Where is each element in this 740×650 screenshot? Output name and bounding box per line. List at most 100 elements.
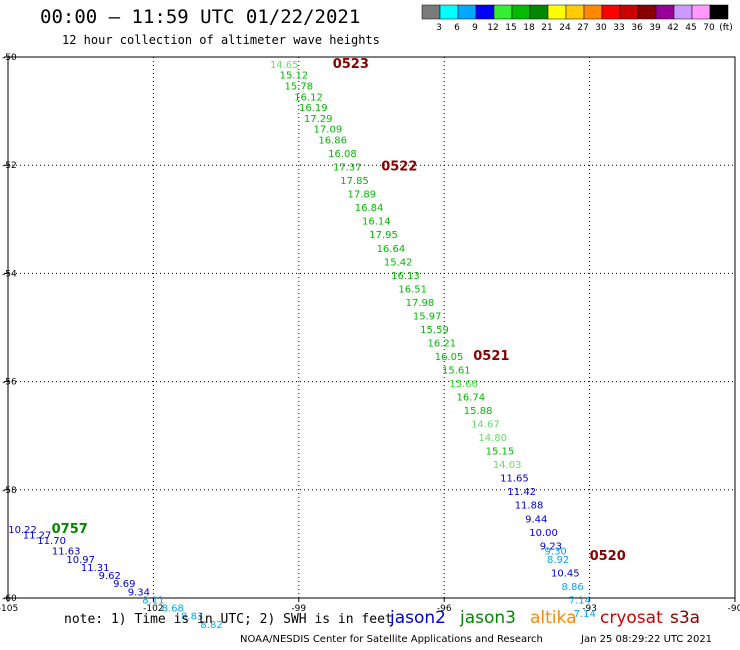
data-point-label: 15.66 [449,379,478,390]
x-tick-label: -102 [143,604,163,614]
data-point-label: 17.85 [340,176,369,187]
data-point-label: 9.34 [128,587,150,598]
data-point-label: 10.45 [551,568,580,579]
colorbar-swatch [511,4,531,20]
data-point-label: 10.00 [529,528,558,539]
data-point-label: 10.97 [66,555,95,566]
time-label: 0522 [381,160,417,175]
y-tick-label: -60 [2,594,17,604]
time-label: 0520 [590,549,626,564]
data-point-label: 14.03 [493,460,522,471]
data-point-label: 17.29 [304,114,333,125]
colorbar-tick-label: 39 [649,23,661,33]
data-point-label: 15.15 [486,447,515,458]
data-point-label: 17.37 [333,163,362,174]
data-point-label: 16.86 [318,136,347,147]
colorbar-tick-label: 12 [487,23,498,33]
data-point-label: 17.09 [314,125,343,136]
data-point-label: 8.68 [162,604,184,615]
colorbar-tick-label: 70 [703,23,715,33]
colorbar-swatch [709,4,729,20]
y-tick-label: -58 [2,486,17,496]
data-point-label: 16.84 [355,203,384,214]
data-point-label: 8.92 [547,555,569,566]
colorbar-swatch [583,4,603,20]
data-point-label: 16.64 [377,244,406,255]
colorbar-swatch [475,4,495,20]
data-point-label: 15.78 [284,81,313,92]
data-point-label: 8.86 [562,582,584,593]
plot-border [7,56,736,599]
colorbar-swatch [691,4,711,20]
data-point-label: 14.67 [471,420,500,431]
data-point-label: 7.14 [569,595,591,606]
data-point-label: 15.12 [280,71,309,82]
data-point-label: 16.74 [457,393,486,404]
colorbar-swatch [529,4,549,20]
x-tick-label: -90 [728,604,740,614]
data-point-label: 16.14 [362,217,391,228]
colorbar-tick-label: 9 [472,23,478,33]
data-point-label: 8.83 [181,612,203,623]
footer-credit: NOAA/NESDIS Center for Satellite Applica… [240,634,543,645]
data-point-label: 8.82 [200,620,222,631]
colorbar-swatch [493,4,513,20]
data-point-label: 15.59 [420,325,449,336]
y-tick-label: -50 [2,53,17,63]
colorbar-swatch [637,4,657,20]
colorbar-tick-label: 30 [595,23,607,33]
data-point-label: 15.97 [413,311,442,322]
data-point-label: 9.30 [545,547,567,558]
colorbar-tick-label: 24 [559,23,571,33]
x-tick-label: -99 [291,604,306,614]
data-point-label: 9.62 [99,571,121,582]
data-point-label: 17.98 [406,298,435,309]
colorbar-tick-label: 36 [631,23,643,33]
time-label: 0521 [473,349,509,364]
colorbar-swatch [673,4,693,20]
data-point-label: 11.31 [81,563,110,574]
satellite-label-altika: altika [530,608,577,628]
colorbar-swatch [421,4,441,20]
satellite-label-jason2: jason2 [390,608,446,628]
data-point-label: 17.89 [347,190,376,201]
data-point-label: 15.61 [442,365,471,376]
colorbar-tick-label: 6 [454,23,460,33]
data-point-label: 16.05 [435,352,464,363]
footer-credit-date: Jan 25 08:29:22 UTC 2021 [581,634,713,645]
data-point-label: 11.27 [23,530,52,541]
data-point-label: 15.88 [464,406,493,417]
data-point-label: 16.19 [299,103,328,114]
data-point-label: 11.88 [515,501,544,512]
satellite-label-s3a: s3a [670,608,701,628]
data-point-label: 11.65 [500,474,529,485]
data-point-label: 7.14 [574,609,596,620]
data-point-label: 16.08 [328,149,357,160]
data-point-label: 9.69 [113,579,135,590]
colorbar-tick-label: 33 [613,23,624,33]
footer-note: note: 1) Time is in UTC; 2) SWH is in fe… [64,612,393,627]
chart-subtitle: 12 hour collection of altimeter wave hei… [62,33,380,47]
data-point-label: 11.70 [37,536,66,547]
x-tick-label: -93 [582,604,597,614]
colorbar-tick-label: 18 [523,23,535,33]
colorbar-swatch [457,4,477,20]
colorbar-swatch [439,4,459,20]
colorbar-tick-label: 27 [577,23,588,33]
data-point-label: 15.42 [384,257,413,268]
data-point-label: 11.63 [52,547,81,558]
y-tick-label: -54 [2,269,17,279]
data-point-label: 16.12 [294,92,323,103]
data-point-label: 17.95 [369,230,398,241]
data-point-label: 14.65 [270,60,299,71]
x-tick-label: -105 [0,604,18,614]
data-point-label: 9.23 [540,541,562,552]
y-tick-label: -56 [2,378,17,388]
time-label: 0523 [333,57,369,72]
colorbar-swatch [565,4,585,20]
data-point-label: 11.42 [507,487,536,498]
colorbar-swatch [619,4,639,20]
data-point-label: 8.11 [142,595,164,606]
